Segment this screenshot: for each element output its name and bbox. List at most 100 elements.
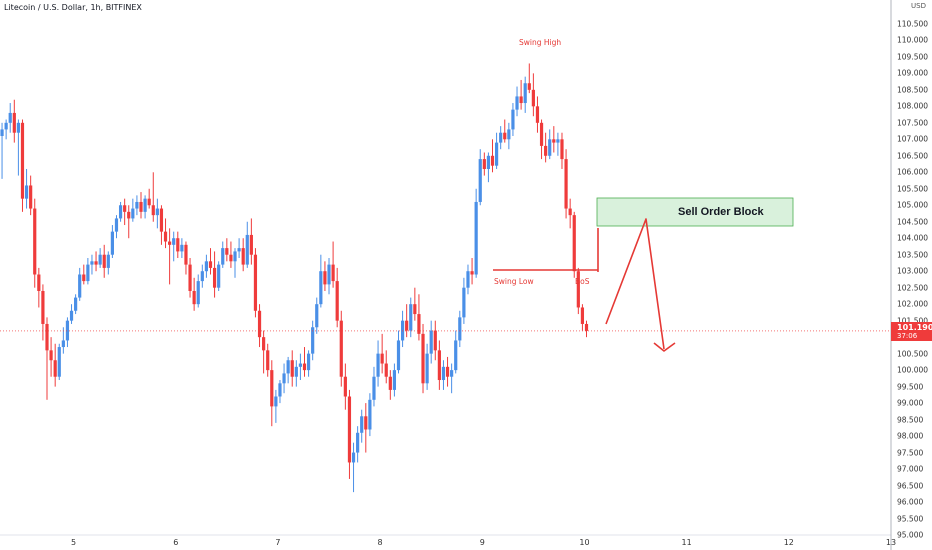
candle[interactable]	[110, 225, 114, 259]
candle[interactable]	[466, 264, 470, 295]
candle[interactable]	[372, 366, 376, 407]
candle[interactable]	[384, 350, 388, 384]
candle[interactable]	[114, 215, 119, 239]
candle[interactable]	[65, 317, 70, 348]
candle[interactable]	[290, 350, 294, 387]
candle[interactable]	[159, 205, 164, 245]
candle[interactable]	[172, 231, 176, 262]
candle[interactable]	[429, 320, 433, 364]
candle[interactable]	[12, 99, 16, 143]
candle[interactable]	[507, 122, 511, 150]
candle[interactable]	[388, 370, 392, 400]
candle[interactable]	[298, 353, 303, 381]
candle[interactable]	[225, 238, 229, 262]
candle[interactable]	[445, 356, 450, 387]
candle[interactable]	[245, 221, 249, 268]
bos-label[interactable]: BoS	[575, 277, 590, 286]
candle[interactable]	[470, 258, 474, 285]
candle[interactable]	[204, 254, 209, 278]
candle[interactable]	[409, 297, 413, 338]
candle[interactable]	[368, 393, 372, 437]
candle[interactable]	[37, 267, 41, 308]
candle[interactable]	[102, 244, 106, 278]
candle[interactable]	[425, 343, 429, 390]
candle[interactable]	[306, 350, 311, 377]
symbol-title[interactable]: Litecoin / U.S. Dollar, 1h, BITFINEX	[4, 3, 142, 12]
candle[interactable]	[580, 304, 585, 331]
sell-order-block-zone[interactable]	[596, 197, 794, 227]
candle[interactable]	[380, 333, 384, 374]
candle[interactable]	[364, 403, 368, 453]
candle[interactable]	[241, 238, 245, 272]
candle[interactable]	[131, 198, 135, 222]
candle[interactable]	[413, 287, 417, 321]
candle[interactable]	[405, 304, 409, 338]
candle[interactable]	[327, 258, 331, 295]
candle[interactable]	[552, 126, 556, 153]
candle[interactable]	[196, 274, 200, 308]
candle[interactable]	[163, 218, 168, 249]
candle[interactable]	[274, 389, 278, 423]
candle[interactable]	[396, 330, 401, 374]
candle[interactable]	[127, 205, 131, 239]
candle[interactable]	[323, 261, 327, 291]
candle[interactable]	[176, 231, 180, 259]
candle[interactable]	[527, 63, 531, 94]
candle[interactable]	[556, 132, 560, 156]
candle[interactable]	[192, 277, 196, 311]
candle[interactable]	[237, 238, 241, 259]
candle[interactable]	[45, 317, 49, 400]
candle[interactable]	[515, 86, 519, 117]
candle[interactable]	[458, 310, 462, 348]
candle[interactable]	[221, 241, 225, 268]
candle[interactable]	[356, 426, 360, 463]
candle[interactable]	[41, 284, 45, 341]
candle[interactable]	[57, 343, 61, 381]
candle[interactable]	[462, 277, 466, 324]
candle[interactable]	[519, 79, 523, 110]
candle[interactable]	[253, 248, 258, 318]
candle[interactable]	[200, 264, 204, 288]
candle[interactable]	[155, 198, 159, 229]
candle[interactable]	[78, 267, 82, 301]
candle[interactable]	[511, 103, 515, 137]
candle[interactable]	[139, 192, 143, 219]
candle[interactable]	[82, 264, 86, 285]
candle[interactable]	[16, 119, 20, 176]
candle[interactable]	[454, 330, 458, 374]
candle[interactable]	[147, 188, 151, 209]
candle[interactable]	[143, 195, 147, 219]
sell-order-block-label[interactable]: Sell Order Block	[678, 206, 764, 218]
candle[interactable]	[69, 304, 74, 324]
candle[interactable]	[98, 248, 102, 268]
candle[interactable]	[311, 320, 315, 361]
candle[interactable]	[29, 175, 33, 216]
candle[interactable]	[270, 360, 274, 427]
candle[interactable]	[568, 198, 572, 229]
candle[interactable]	[33, 198, 37, 288]
candle[interactable]	[539, 119, 544, 160]
candle[interactable]	[339, 310, 343, 387]
candle[interactable]	[343, 363, 347, 410]
candle[interactable]	[302, 347, 307, 377]
candle[interactable]	[584, 320, 589, 338]
candle[interactable]	[572, 211, 576, 278]
candle[interactable]	[0, 122, 4, 179]
candle[interactable]	[118, 201, 123, 222]
candle[interactable]	[376, 340, 380, 387]
candle[interactable]	[360, 409, 364, 443]
candle[interactable]	[180, 238, 184, 259]
candle[interactable]	[433, 320, 437, 361]
candle[interactable]	[503, 119, 507, 143]
candle[interactable]	[441, 360, 446, 390]
candle[interactable]	[548, 129, 552, 160]
swing-high-label[interactable]: Swing High	[519, 38, 562, 47]
candle[interactable]	[135, 195, 139, 216]
candle[interactable]	[294, 360, 298, 387]
candle[interactable]	[184, 241, 188, 275]
candle[interactable]	[94, 251, 98, 272]
candle[interactable]	[90, 254, 94, 275]
projection-path[interactable]	[605, 218, 665, 350]
candle[interactable]	[4, 119, 8, 140]
swing-low-label[interactable]: Swing Low	[494, 277, 534, 286]
